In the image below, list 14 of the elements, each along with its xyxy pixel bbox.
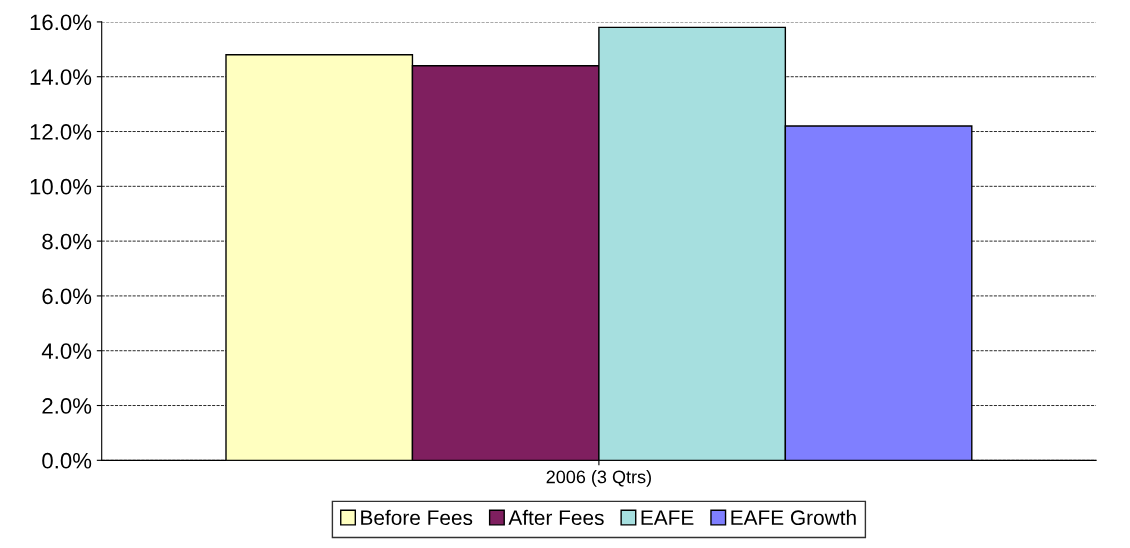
legend-label: EAFE [641, 510, 694, 525]
y-tick-label: 0.0% [42, 452, 92, 469]
y-tick-label: 10.0% [30, 178, 92, 195]
y-tick-label: 12.0% [30, 124, 92, 140]
y-tick-label: 16.0% [30, 14, 92, 31]
y-tick-label: 6.0% [42, 288, 92, 305]
y-tick-label: 8.0% [42, 233, 92, 250]
legend-label: EAFE Growth [731, 509, 856, 526]
y-tick-label: 4.0% [41, 343, 92, 359]
x-tick-label: 2006 (3 Qtrs) [546, 470, 651, 487]
y-tick-label: 14.0% [30, 69, 92, 85]
legend-label: After Fees [508, 509, 604, 526]
y-tick-label: 2.0% [42, 398, 92, 414]
legend-label: Before Fees [361, 509, 473, 526]
